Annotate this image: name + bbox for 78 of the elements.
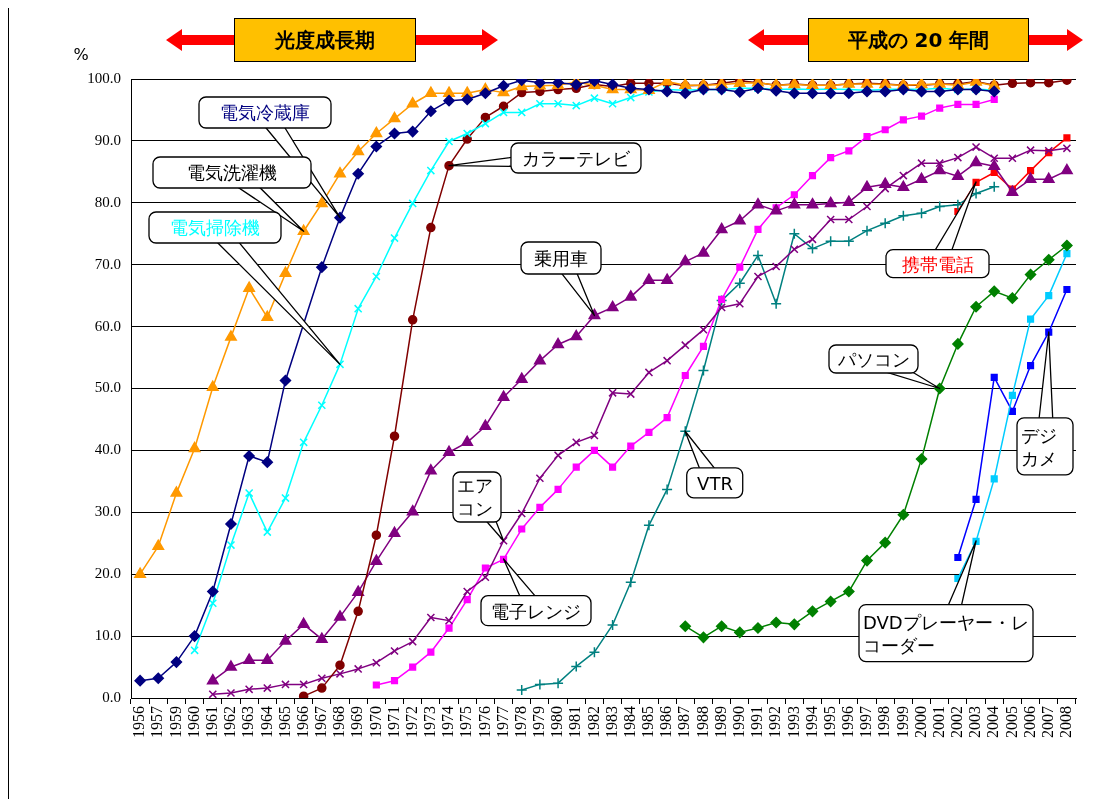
x-tick-label: 1988 [693,706,711,738]
x-tick-label: 2003 [966,706,984,738]
x-tick-label: 1979 [530,706,548,738]
x-tick-label: 1960 [184,706,202,738]
x-tick-label: 1997 [857,706,875,738]
y-axis-title: % [73,45,89,65]
y-tick-label: 70.0 [94,255,121,272]
series-label: エアコン [457,474,494,520]
y-tick-label: 80.0 [94,193,121,210]
text: 平成の 20 年間 [808,18,1029,62]
x-tick-label: 1975 [457,706,475,738]
y-tick-label: 60.0 [94,317,121,334]
x-tick-label: 1969 [348,706,366,738]
x-tick-label: 2004 [984,706,1002,738]
text: 電気掃除機 [170,216,260,239]
x-tick-label: 1971 [384,706,402,738]
x-tick-label: 1962 [221,706,239,738]
x-tick-label: 1966 [293,706,311,738]
x-tick-label: 1970 [366,706,384,738]
x-tick-label: 1972 [402,706,420,738]
x-tick-label: 2007 [1038,706,1056,738]
text: カラーテレビ [522,146,630,170]
x-tick-label: 1987 [675,706,693,738]
x-tick-label: 1963 [239,706,257,738]
x-tick-label: 1981 [566,706,584,738]
text: 光度成長期 [234,18,416,62]
series-label: VTR [697,471,733,495]
x-tick-label: 2006 [1020,706,1038,738]
x-tick-label: 1964 [257,706,275,738]
text: 乗用車 [534,246,588,270]
series-label: 電子レンジ [491,599,581,623]
x-tick-label: 1989 [711,706,729,738]
x-tick-label: 2000 [911,706,929,738]
text: 電気冷蔵庫 [220,101,310,124]
series-label: デジカメ [1021,423,1058,470]
series-label: パソコン [837,347,910,371]
x-tick-label: 1999 [893,706,911,738]
x-tick-label: 1982 [584,706,602,738]
x-tick-label: 1956 [130,706,148,738]
x-tick-label: 1959 [166,706,184,738]
x-tick-label: 1994 [802,706,820,738]
x-tick-label: 1977 [493,706,511,738]
x-tick-label: 1991 [748,706,766,738]
text: 電気洗濯機 [187,161,277,184]
x-tick-label: 1973 [421,706,439,738]
x-tick-label: 1985 [639,706,657,738]
x-tick-label: 1996 [839,706,857,738]
x-tick-label: 1974 [439,706,457,738]
y-tick-label: 90.0 [94,131,121,148]
x-tick-label: 1978 [511,706,529,738]
x-tick-label: 1995 [820,706,838,738]
x-tick-label: 1990 [730,706,747,738]
x-tick-label: 1961 [202,706,220,738]
x-tick-label: 1998 [875,706,893,738]
x-tick-label: 2005 [1002,706,1020,738]
x-tick-label: 1965 [275,706,293,738]
y-tick-label: 30.0 [94,503,121,520]
x-tick-label: 1967 [312,706,330,738]
x-tick-label: 1957 [148,706,166,738]
y-tick-label: 100.0 [87,69,121,86]
x-tick-label: 2002 [948,706,966,738]
x-tick-label: 1980 [548,706,566,738]
text: 携帯電話 [901,252,974,276]
x-tick-label: 1986 [657,706,675,738]
x-tick-label: 2008 [1057,706,1075,738]
x-tick-label: 1968 [330,706,348,738]
x-tick-label: 1992 [766,706,784,738]
x-tick-label: 1984 [620,706,638,738]
x-tick-label: 1993 [784,706,802,738]
x-tick-label: 1983 [602,706,620,738]
y-tick-label: 20.0 [94,565,121,582]
text: DVDプレーヤー・レコーダー [863,610,1029,657]
y-tick-label: 50.0 [94,379,121,396]
y-tick-label: 10.0 [94,627,121,644]
x-tick-label: 1976 [475,706,493,738]
y-tick-label: 0.0 [102,688,121,705]
y-tick-label: 40.0 [94,441,121,458]
x-tick-label: 2001 [929,706,947,738]
